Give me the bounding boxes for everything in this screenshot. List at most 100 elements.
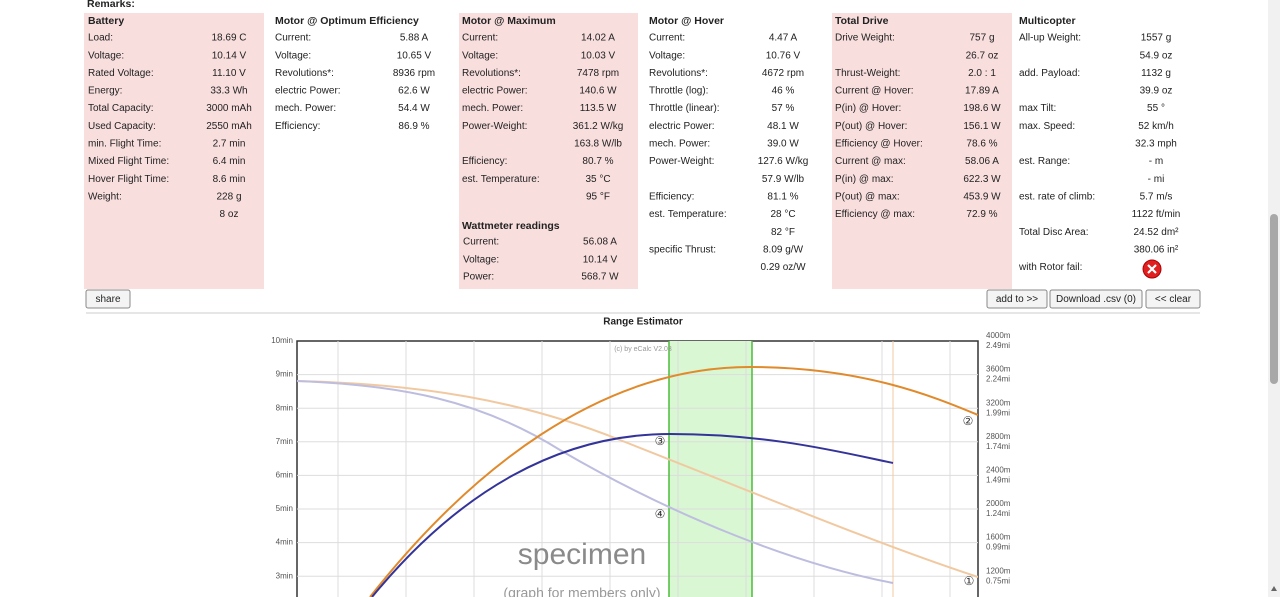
clear-button[interactable]: << clear [1145, 289, 1201, 309]
scrollbar[interactable] [1268, 0, 1280, 597]
row-value: 32.3 mph [1135, 139, 1177, 150]
row-label: Revolutions*: [649, 68, 708, 79]
add-button[interactable]: add to >> [986, 289, 1048, 309]
row-label: Power-Weight: [649, 156, 714, 167]
row-value: 78.6 % [966, 139, 997, 150]
row-value: 1132 g [1141, 68, 1171, 79]
row-label: mech. Power: [462, 103, 523, 114]
left-tick-label: 6min [276, 471, 293, 480]
share-button[interactable]: share [85, 289, 131, 309]
wattmeter-title: Wattmeter readings [462, 220, 560, 232]
row-label: P(in) @ Hover: [835, 103, 901, 114]
row-value: 140.6 W [579, 86, 617, 97]
row-label: Total Disc Area: [1019, 227, 1088, 238]
left-tick-label: 10min [271, 336, 293, 345]
row-value: 8.09 g/W [763, 244, 804, 255]
row-value: - mi [1148, 174, 1165, 185]
row-value: 4672 rpm [762, 68, 804, 79]
row-label: min. Flight Time: [88, 139, 161, 150]
row-value: 33.3 Wh [210, 86, 247, 97]
column: Total Drive Drive Weight: 757 g 26.7 oz Thru… [835, 15, 1001, 220]
right-tick-m: 3600m [986, 365, 1011, 374]
share-label[interactable]: share [95, 294, 120, 305]
row-value: 95 °F [586, 191, 610, 202]
row-label: Mixed Flight Time: [88, 156, 169, 167]
row-label: Used Capacity: [88, 121, 156, 132]
row-value: 5.88 A [400, 33, 429, 44]
row-value: 35 °C [585, 174, 610, 185]
row-label: Revolutions*: [275, 68, 334, 79]
row-label: P(in) @ max: [835, 174, 894, 185]
row-label: max Tilt: [1019, 103, 1056, 114]
row-label: max. Speed: [1019, 121, 1075, 132]
row-value: 48.1 W [767, 121, 799, 132]
right-tick-m: 2800m [986, 432, 1011, 441]
right-tick-m: 3200m [986, 398, 1011, 407]
row-label: All-up Weight: [1019, 33, 1081, 44]
curve-light-orange [297, 380, 978, 578]
row-label: electric Power: [275, 86, 341, 97]
curve-marker: ② [963, 414, 974, 428]
row-label: Energy: [88, 86, 122, 97]
rotor-fail-icon [1142, 259, 1162, 279]
download-button[interactable]: Download .csv (0) [1049, 289, 1143, 309]
row-value: 58.06 A [965, 156, 999, 167]
row-label: Total Capacity: [88, 103, 154, 114]
right-tick-mi: 2.24mi [986, 375, 1010, 384]
row-label: est. rate of climb: [1019, 191, 1095, 202]
column-title: Motor @ Optimum Efficiency [275, 15, 419, 27]
row-label: add. Payload: [1019, 68, 1080, 79]
watermark-sub: (graph for members only) [503, 585, 660, 597]
column: Motor @ Maximum Current: 14.02 A Voltage: 10… [462, 15, 623, 203]
row-value: 6.4 min [213, 156, 246, 167]
ticks: 10min9min8min7min6min5min4min3min4000m2.… [271, 331, 1011, 585]
left-tick-label: 3min [276, 571, 293, 580]
row-value: 757 g [969, 33, 994, 44]
horizontal-grid [297, 374, 978, 577]
row-label: Rated Voltage: [88, 68, 154, 79]
download-label[interactable]: Download .csv (0) [1056, 294, 1136, 305]
chart-title: Range Estimator [603, 317, 683, 328]
hover-band [669, 341, 752, 597]
column-title: Battery [88, 15, 124, 27]
credit: (c) by eCalc V2.03 [614, 346, 672, 353]
right-tick-mi: 1.74mi [986, 442, 1010, 451]
clear-label[interactable]: << clear [1155, 294, 1192, 305]
right-tick-m: 2000m [986, 499, 1011, 508]
row-value: 2550 mAh [206, 121, 252, 132]
motor-max-bg [459, 13, 638, 289]
row-value: 380.06 in² [1134, 244, 1179, 255]
row-value: 86.9 % [398, 121, 429, 132]
column: Motor @ Hover Current: 4.47 A Voltage: 10.76… [649, 15, 808, 273]
row-value: 622.3 W [963, 174, 1001, 185]
row-label: Power-Weight: [462, 121, 527, 132]
row-value: 14.02 A [581, 33, 615, 44]
left-tick-label: 8min [276, 403, 293, 412]
curve-marker: ① [964, 574, 975, 588]
row-value: 156.1 W [963, 121, 1001, 132]
row-value: 10.03 V [581, 50, 616, 61]
row-label: Current @ Hover: [835, 86, 914, 97]
row-value: 0.29 oz/W [760, 262, 806, 273]
curve-light-blue [297, 380, 894, 584]
scroll-down[interactable] [1271, 586, 1277, 591]
row-label: Revolutions*: [462, 68, 521, 79]
row-value: 3000 mAh [206, 103, 252, 114]
row-value: 55 ° [1147, 103, 1165, 114]
scroll-thumb[interactable] [1270, 214, 1278, 384]
left-tick-label: 5min [276, 504, 293, 513]
row-value: 26.7 oz [966, 50, 999, 61]
markers: ① ② ③ ④ [655, 414, 975, 588]
row-label: mech. Power: [275, 103, 336, 114]
watermark: specimen [518, 538, 646, 571]
add-label[interactable]: add to >> [996, 294, 1038, 305]
backgrounds [84, 13, 1012, 289]
right-tick-m: 4000m [986, 331, 1011, 340]
row-label: specific Thrust: [649, 244, 716, 255]
wattmeter: Wattmeter readings Current: 56.08 A Voltage… [462, 220, 619, 283]
plot-content: (c) by eCalc V2.03 specimen (graph for m… [297, 341, 978, 597]
right-tick-mi: 1.99mi [986, 408, 1010, 417]
row-value: 1122 ft/min [1132, 209, 1181, 220]
row-label: Efficiency: [462, 156, 507, 167]
